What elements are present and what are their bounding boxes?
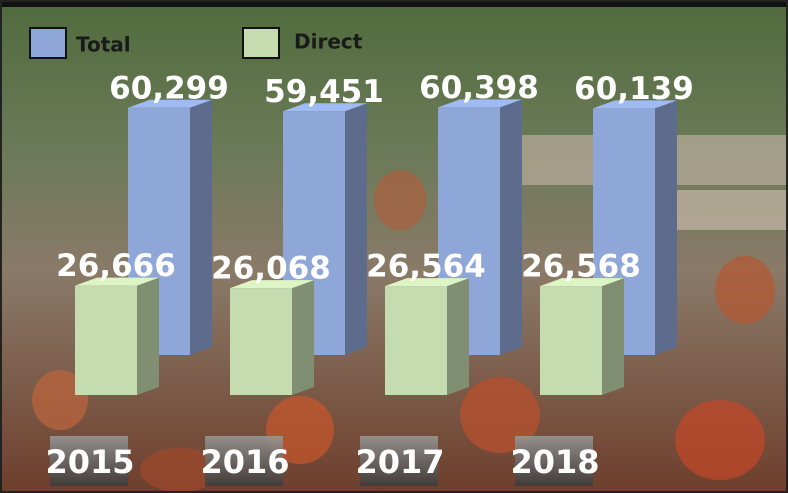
value-label: 60,139 [574, 71, 694, 107]
bar-side [447, 278, 469, 395]
category-box [205, 436, 283, 486]
frame [0, 0, 788, 7]
value-label: 60,299 [109, 70, 229, 106]
category-box [50, 436, 128, 486]
x-tick-label: 2016 [200, 443, 289, 481]
bar [75, 285, 137, 395]
bar-top [540, 278, 624, 287]
category-box [360, 436, 438, 486]
bar-top [230, 280, 314, 289]
value-label: 26,068 [211, 251, 331, 287]
bar-top [438, 99, 522, 108]
bar-side [137, 277, 159, 395]
legend-swatch [29, 27, 67, 59]
value-label: 26,666 [56, 248, 176, 284]
legend: Total Direct [29, 27, 363, 59]
x-tick-label: 2017 [355, 443, 444, 481]
legend-label: Direct [294, 30, 363, 54]
bar-side [190, 99, 212, 355]
value-label: 59,451 [264, 74, 384, 110]
bar [385, 286, 447, 395]
x-tick-label: 2018 [510, 443, 599, 481]
category-box [515, 436, 593, 486]
bar-side [345, 103, 367, 355]
x-tick-label: 2015 [45, 443, 134, 481]
bar-top [593, 100, 677, 109]
bar-side [292, 280, 314, 395]
bar-top [385, 278, 469, 287]
bar-side [655, 100, 677, 355]
bar [230, 288, 292, 395]
plot: 60,299 26,666 59,451 26,068 60,398 26,564 60,1… [45, 70, 694, 486]
bar [540, 286, 602, 395]
bar-top [128, 99, 212, 108]
legend-swatch [242, 27, 280, 59]
bar-top [75, 277, 159, 286]
value-label: 60,398 [419, 70, 539, 106]
value-label: 26,564 [366, 249, 486, 285]
bar-side [500, 99, 522, 356]
bar-top [283, 103, 367, 112]
legend-label: Total [76, 33, 131, 57]
bar-side [602, 278, 624, 395]
value-label: 26,568 [521, 249, 641, 285]
